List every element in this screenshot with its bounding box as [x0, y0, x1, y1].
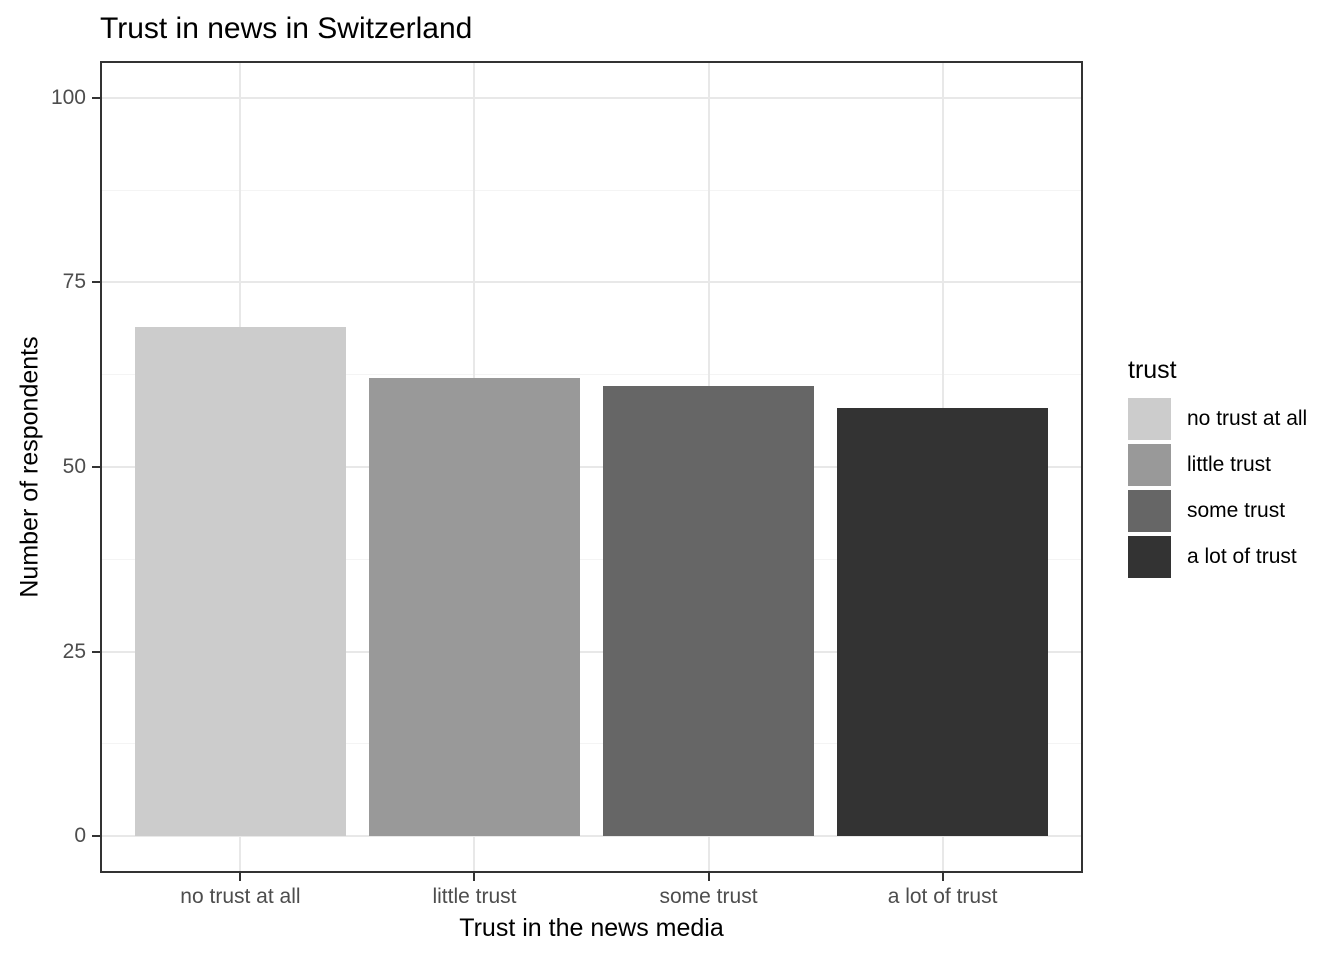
y-tick-label: 100 [50, 85, 86, 109]
gridline-major [100, 281, 1083, 284]
legend-label: little trust [1187, 453, 1272, 476]
y-tick-label: 50 [62, 455, 86, 478]
x-tick-mark [707, 873, 710, 881]
x-tick-label: little trust [432, 885, 517, 908]
legend-entries: no trust at all little trust some trust a l… [1128, 398, 1307, 578]
gridline-minor [100, 374, 1083, 376]
y-tick-mark [92, 466, 100, 468]
x-tick-mark [941, 873, 944, 881]
legend-swatch [1128, 398, 1171, 440]
y-tick-mark [92, 96, 100, 99]
gridline-major [100, 835, 1083, 838]
gridline-minor [100, 743, 1083, 745]
y-tick-label: 0 [74, 824, 86, 848]
x-tick-label: no trust at all [180, 885, 301, 908]
gridline-major [100, 650, 1083, 653]
legend: trust no trust at all little trust some tr… [1128, 356, 1307, 582]
legend-label: no trust at all [1187, 407, 1308, 430]
bar [837, 407, 1048, 837]
x-tick-mark [473, 873, 476, 881]
y-tick-mark [92, 650, 100, 653]
legend-entry: some trust [1128, 490, 1307, 532]
y-axis-title: Number of respondents [15, 336, 44, 598]
gridline-major [100, 466, 1083, 468]
bar [369, 378, 580, 837]
x-axis-title: Trust in the news media [459, 914, 724, 942]
legend-label: some trust [1187, 499, 1286, 522]
x-tick-label: some trust [659, 885, 758, 908]
gridline-minor [100, 189, 1083, 191]
y-tick-mark [92, 835, 100, 838]
y-tick-label: 75 [62, 270, 86, 294]
bar [603, 385, 814, 837]
x-tick-label: a lot of trust [887, 885, 998, 908]
legend-swatch [1128, 536, 1171, 578]
chart-title: Trust in news in Switzerland [100, 12, 473, 45]
legend-title: trust [1128, 356, 1177, 384]
x-tick-mark [239, 873, 242, 881]
gridline-major [100, 96, 1083, 99]
y-tick-mark [92, 281, 100, 284]
bar [135, 326, 346, 837]
legend-entry: no trust at all [1128, 398, 1307, 440]
legend-label: a lot of trust [1187, 545, 1297, 568]
y-tick-label: 25 [62, 639, 86, 663]
plot-panel [100, 61, 1083, 873]
legend-swatch [1128, 444, 1171, 486]
legend-entry: little trust [1128, 444, 1307, 486]
legend-entry: a lot of trust [1128, 536, 1307, 578]
legend-swatch [1128, 490, 1171, 532]
gridline-minor [100, 558, 1083, 560]
